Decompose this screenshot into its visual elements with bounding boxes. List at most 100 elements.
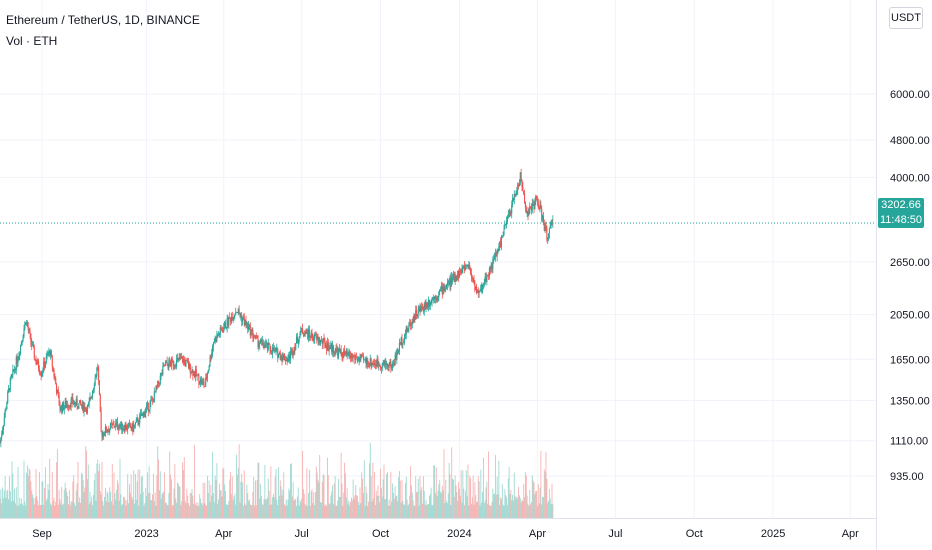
candle-body [227, 318, 229, 326]
candle-body [266, 342, 268, 344]
volume-bar [11, 461, 13, 518]
candle-body [130, 427, 132, 430]
volume-bar [160, 498, 162, 518]
volume-bar [200, 498, 202, 518]
volume-bar [540, 450, 542, 518]
candle-body [534, 202, 536, 210]
volume-bar [436, 496, 438, 518]
candle-body [59, 405, 61, 411]
candle-body [484, 276, 486, 284]
candle-body [368, 366, 370, 368]
candle-body [219, 327, 221, 335]
candle-body [285, 358, 287, 362]
volume-bar [41, 481, 43, 518]
volume-bar [373, 498, 375, 518]
volume-bar [476, 501, 478, 518]
candle-body [352, 356, 354, 359]
volume-bar [315, 466, 317, 518]
volume-bar [490, 505, 492, 518]
volume-bar [349, 505, 351, 518]
candle-body [433, 297, 435, 300]
volume-bar [346, 488, 348, 518]
candle-body [454, 276, 456, 282]
candle-body [75, 399, 77, 405]
volume-bar [263, 499, 265, 518]
volume-bar [172, 505, 174, 518]
volume-bar [241, 473, 243, 518]
candle-body [80, 404, 82, 406]
volume-bar [433, 464, 435, 518]
candle-body [233, 315, 235, 319]
volume-bar [214, 475, 216, 518]
volume-bar [181, 501, 183, 518]
candle-body [70, 399, 72, 408]
volume-bar [26, 472, 28, 518]
candle-body [533, 204, 535, 210]
volume-bar [180, 505, 182, 518]
volume-bar [330, 495, 332, 518]
candle-body [36, 363, 38, 365]
candle-body [481, 284, 483, 293]
volume-bar [177, 483, 179, 518]
candle-body [275, 348, 277, 351]
candle-body [331, 343, 333, 353]
volume-bar [150, 500, 152, 518]
candle-body [202, 380, 204, 382]
volume-bar [313, 492, 315, 518]
volume-bar [421, 487, 423, 518]
volume-bar [524, 472, 526, 518]
volume-bar [332, 485, 334, 518]
candle-body [43, 361, 45, 371]
volume-bar [445, 479, 447, 518]
candle-body [298, 337, 300, 343]
candle-body [181, 356, 183, 359]
candle-body [392, 363, 394, 364]
volume-bar [20, 503, 22, 518]
volume-bar [175, 498, 177, 518]
volume-bar [411, 492, 413, 518]
volume-bar [451, 447, 453, 518]
y-tick-label: 4800.00 [890, 135, 930, 147]
volume-bar [187, 495, 189, 518]
candle-body [121, 421, 123, 430]
candle-body [350, 356, 352, 359]
volume-bar [210, 484, 212, 518]
candle-body [197, 374, 199, 376]
volume-bar [278, 495, 280, 518]
volume-bar [361, 472, 363, 518]
candle-body [302, 328, 304, 334]
candle-body [375, 364, 377, 367]
volume-bar [74, 503, 76, 518]
candle-body [206, 373, 208, 379]
candle-body [71, 397, 73, 400]
candle-body [323, 338, 325, 341]
volume-bar [201, 504, 203, 518]
candle-body [190, 372, 192, 374]
volume-bar [536, 490, 538, 518]
candle-body [288, 354, 290, 360]
volume-bar [500, 497, 502, 518]
candle-body [15, 357, 17, 371]
volume-bar [140, 476, 142, 518]
volume-bar [493, 494, 495, 518]
candle-body [527, 211, 529, 216]
volume-bar [508, 466, 510, 518]
volume-bar [224, 484, 226, 518]
volume-bar [341, 483, 343, 518]
volume-bar [16, 505, 18, 518]
volume-bar [14, 488, 16, 518]
candle-body [367, 359, 369, 367]
candle-body [452, 277, 454, 282]
candle-body [244, 320, 246, 325]
volume-bar [152, 494, 154, 518]
currency-button[interactable]: USDT [889, 7, 923, 29]
candle-body [246, 322, 248, 325]
volume-bar [301, 498, 303, 518]
candle-body [396, 349, 398, 360]
candle-body [353, 356, 355, 358]
volume-bar [399, 480, 401, 518]
volume-bar [337, 500, 339, 518]
volume-bar [51, 471, 53, 518]
